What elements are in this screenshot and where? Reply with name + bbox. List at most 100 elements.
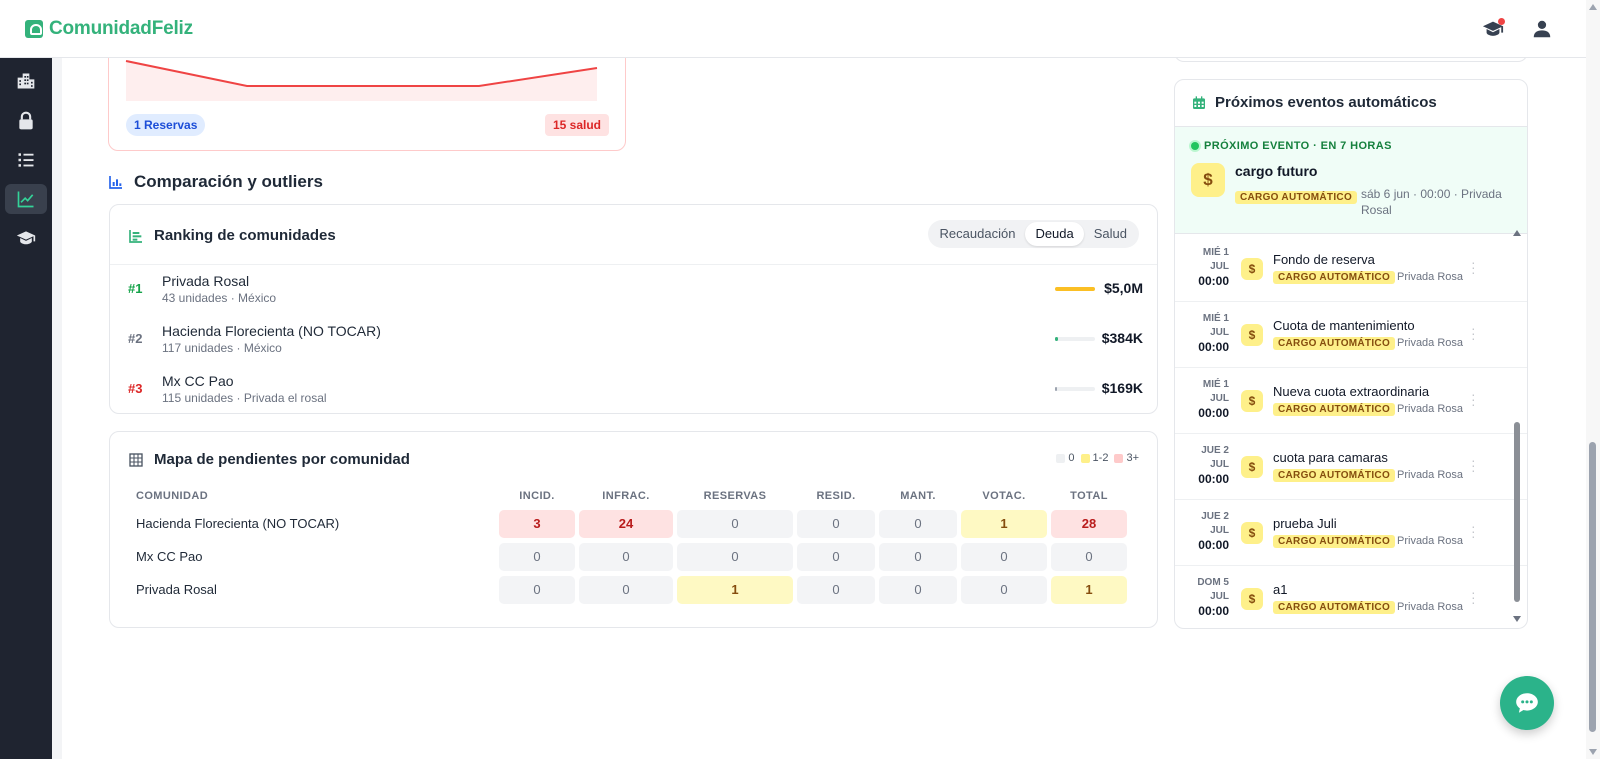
event-item[interactable]: JUE 2 JUL 00:00 $ prueba Juli CARGO AUTOMÁTIC… (1175, 500, 1527, 566)
kebab-menu-icon[interactable]: · · · (1471, 320, 1476, 346)
scroll-down-arrow-icon[interactable] (1513, 616, 1521, 622)
tab-deuda[interactable]: Deuda (1025, 222, 1084, 246)
heatmap-cell[interactable]: 0 (579, 543, 673, 571)
chat-button[interactable] (1500, 676, 1554, 730)
brand-logo-link[interactable]: ComunidadFeliz (25, 18, 193, 40)
rank-community-details: 115 unidades · Privada el rosal (162, 391, 327, 405)
trend-area (126, 61, 597, 101)
heatmap-cell[interactable]: 3 (499, 510, 575, 538)
scroll-up-arrow-icon[interactable] (1513, 230, 1521, 236)
heatmap-row-label: Mx CC Pao (136, 549, 203, 564)
kebab-menu-icon[interactable]: · · · (1471, 584, 1476, 610)
heatmap-cell[interactable]: 1 (677, 576, 793, 604)
heatmap-cell[interactable]: 0 (499, 576, 575, 604)
heatmap-legend: 0 1-2 3+ (1056, 452, 1139, 464)
heatmap-cell[interactable]: 0 (677, 510, 793, 538)
calendar-icon (1193, 95, 1205, 109)
page-scroll-up-icon[interactable] (1589, 4, 1597, 10)
heatmap-cell[interactable]: 0 (1051, 543, 1127, 571)
heatmap-column-header: COMUNIDAD (136, 490, 209, 502)
ranking-row[interactable]: #3 Mx CC Pao 115 unidades · Privada el ros… (110, 365, 1157, 413)
kebab-menu-icon[interactable]: · · · (1471, 386, 1476, 412)
event-date: JUE 2 JUL 00:00 (1189, 444, 1229, 486)
heatmap-column-header: INCID. (519, 490, 555, 502)
rank-value: $384K (1101, 330, 1143, 346)
kebab-menu-icon[interactable]: · · · (1471, 452, 1476, 478)
event-title: Nueva cuota extraordinaria (1273, 384, 1430, 399)
kebab-menu-icon[interactable]: · · · (1471, 518, 1476, 544)
ranking-metric-toggle: Recaudación Deuda Salud (927, 220, 1139, 248)
heatmap-cell[interactable]: 0 (797, 543, 875, 571)
event-item[interactable]: DOM 5 JUL 00:00 $ a1 CARGO AUTOMÁTICO Privada … (1175, 566, 1527, 628)
dollar-icon: $ (1241, 588, 1263, 610)
sidebar-item-communities[interactable] (5, 66, 47, 96)
heatmap-title: Mapa de pendientes por comunidad (128, 451, 410, 468)
dollar-icon: $ (1191, 163, 1225, 197)
events-scroll-thumb[interactable] (1514, 422, 1520, 602)
pending-heatmap-card: Mapa de pendientes por comunidad 0 1-2 3… (109, 431, 1158, 628)
ranking-row[interactable]: #2 Hacienda Florecienta (NO TOCAR) 117 uni… (110, 315, 1157, 363)
heatmap-cell[interactable]: 1 (1051, 576, 1127, 604)
rank-bar-fill (1055, 387, 1057, 391)
reservas-pill: 1 Reservas (126, 114, 206, 136)
user-menu-button[interactable] (1531, 18, 1553, 40)
heatmap-cell[interactable]: 0 (879, 510, 957, 538)
heatmap-cell[interactable]: 0 (797, 510, 875, 538)
event-item[interactable]: MIÉ 1 JUL 00:00 $ Fondo de reserva CARGO AUTO… (1175, 236, 1527, 302)
next-event-title: cargo futuro (1235, 163, 1318, 179)
page-scroll-thumb[interactable] (1589, 442, 1596, 732)
event-day: JUE 2 (1201, 511, 1229, 522)
event-title: prueba Juli (1273, 516, 1337, 531)
sidebar-item-analytics[interactable] (5, 184, 47, 214)
salud-pill: 15 salud (544, 114, 609, 136)
heatmap-cell[interactable]: 28 (1051, 510, 1127, 538)
heatmap-cell[interactable]: 0 (797, 576, 875, 604)
grid-icon (129, 452, 143, 467)
event-item[interactable]: MIÉ 1 JUL 00:00 $ Nueva cuota extraordinaria… (1175, 368, 1527, 434)
heatmap-cell[interactable]: 0 (961, 576, 1047, 604)
upcoming-events-card: Próximos eventos automáticos PRÓXIMO EVE… (1174, 79, 1528, 629)
sidebar-item-lists[interactable] (5, 145, 47, 175)
heatmap-cell[interactable]: 0 (499, 543, 575, 571)
event-item[interactable]: JUE 2 JUL 00:00 $ cuota para camaras CARGO AU… (1175, 434, 1527, 500)
event-tag: CARGO AUTOMÁTICO (1273, 601, 1396, 614)
tab-salud[interactable]: Salud (1093, 226, 1127, 241)
lock-icon (19, 111, 33, 130)
heatmap-cell[interactable]: 0 (961, 543, 1047, 571)
ranking-title: Ranking de comunidades (128, 227, 336, 244)
tab-recaudacion[interactable]: Recaudación (939, 226, 1016, 241)
heatmap-cell[interactable]: 1 (961, 510, 1047, 538)
ranking-chart-icon (129, 229, 142, 243)
rank-community-details: 43 unidades · México (162, 291, 277, 305)
event-title: a1 (1273, 582, 1288, 597)
heatmap-cell[interactable]: 0 (579, 576, 673, 604)
heatmap-column-header: MANT. (900, 490, 936, 502)
event-item[interactable]: MIÉ 1 JUL 00:00 $ Cuota de mantenimiento CARG… (1175, 302, 1527, 368)
sidebar-item-academy[interactable] (5, 223, 47, 253)
heatmap-cell[interactable]: 24 (579, 510, 673, 538)
events-scrollbar[interactable] (1513, 230, 1521, 622)
heatmap-title-text: Mapa de pendientes por comunidad (154, 451, 410, 468)
page-scroll-down-icon[interactable] (1589, 749, 1597, 755)
dollar-icon: $ (1241, 324, 1263, 346)
rank-number: #3 (128, 381, 143, 396)
event-day: MIÉ 1 (1202, 379, 1229, 390)
event-time: 00:00 (1198, 472, 1229, 486)
next-event-tag: CARGO AUTOMÁTICO (1235, 191, 1358, 204)
user-icon (1533, 20, 1551, 38)
event-tag: CARGO AUTOMÁTICO (1273, 535, 1396, 548)
notification-badge (1498, 18, 1505, 25)
kebab-menu-icon[interactable]: · · · (1471, 254, 1476, 280)
mini-trend-card: 1 Reservas 15 salud (108, 40, 626, 151)
heatmap-cell[interactable]: 0 (879, 543, 957, 571)
heatmap-column-header: INFRAC. (602, 490, 650, 502)
next-event-highlight[interactable]: PRÓXIMO EVENTO · EN 7 HORAS $ cargo futu… (1175, 126, 1527, 234)
sidebar-item-security[interactable] (5, 106, 47, 136)
heatmap-cell[interactable]: 0 (677, 543, 793, 571)
event-date: MIÉ 1 JUL 00:00 (1189, 246, 1229, 288)
page-scrollbar[interactable] (1586, 0, 1600, 759)
ranking-row[interactable]: #1 Privada Rosal 43 unidades · México $5,0M (110, 265, 1157, 313)
event-month: JUL (1210, 591, 1229, 602)
academy-button[interactable] (1482, 18, 1505, 40)
heatmap-cell[interactable]: 0 (879, 576, 957, 604)
